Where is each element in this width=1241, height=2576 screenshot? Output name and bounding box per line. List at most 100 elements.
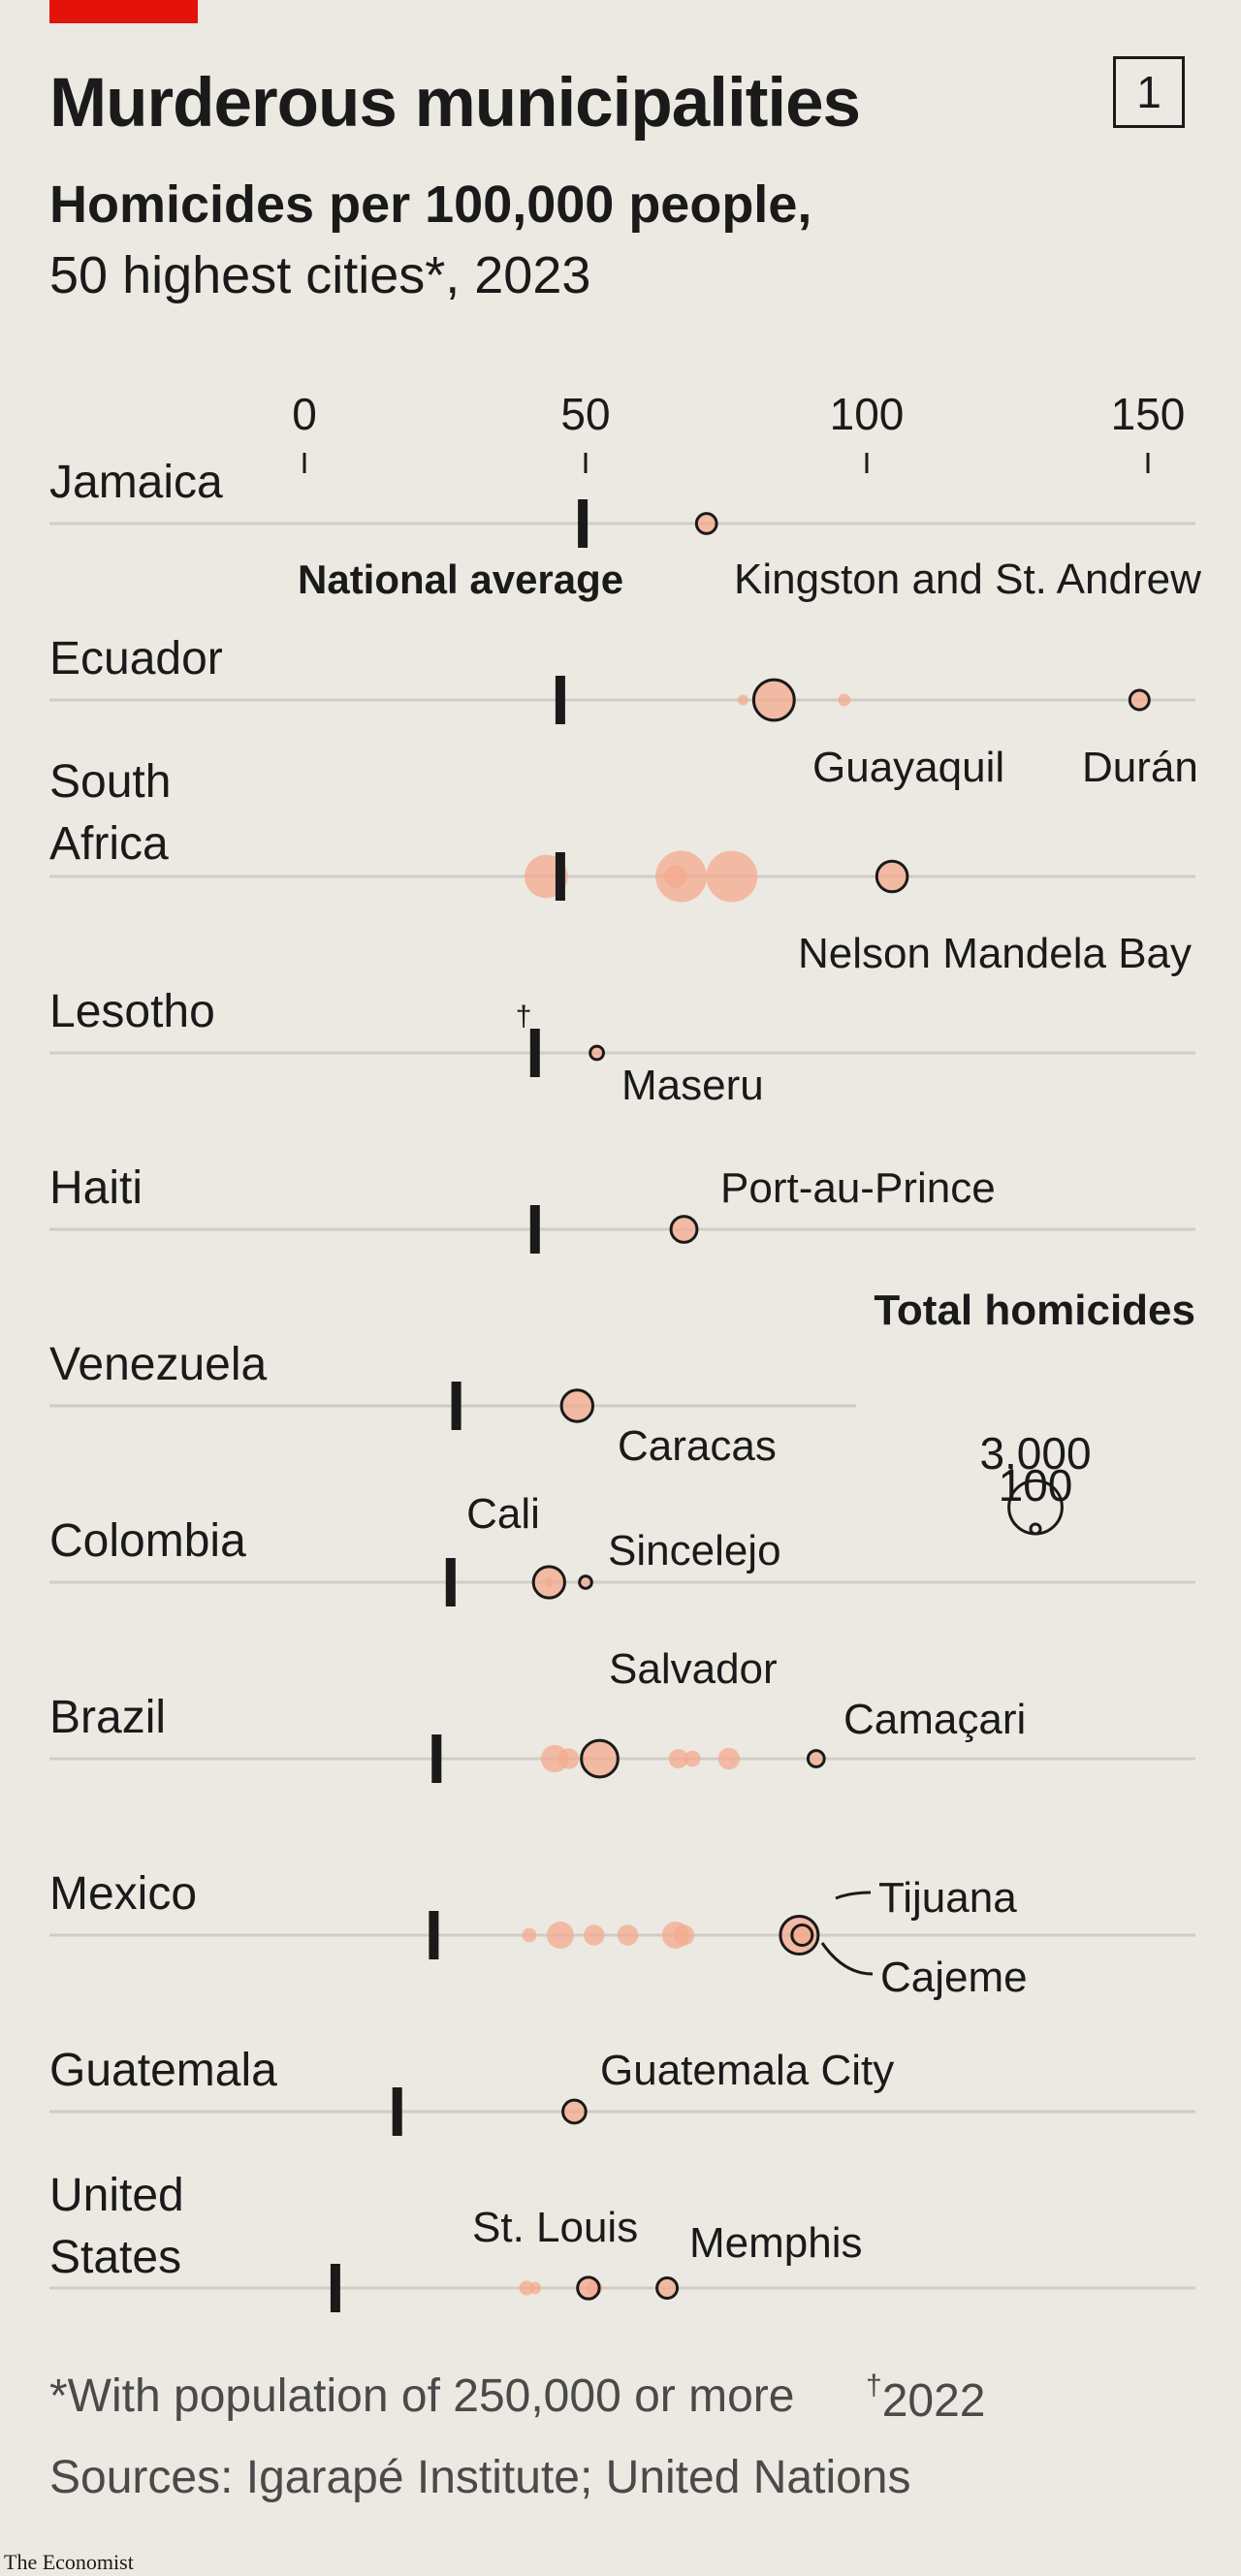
- country-label: Africa: [49, 818, 169, 870]
- city-bubble: [562, 2100, 587, 2123]
- city-bubble-outline: [875, 859, 909, 894]
- city-bubble: [876, 861, 907, 892]
- city-bubble-outline: [669, 1215, 699, 1244]
- city-bubble: [1130, 690, 1150, 710]
- city-bubble: [583, 1924, 605, 1946]
- city-bubble: [668, 1749, 688, 1768]
- city-label: Maseru: [621, 1062, 764, 1109]
- size-legend-label: 100: [999, 1460, 1073, 1511]
- city-bubble-outline: [1128, 688, 1151, 712]
- city-label: Guatemala City: [600, 2047, 894, 2094]
- city-bubble-outline: [589, 1044, 605, 1062]
- city-label: Cajeme: [880, 1954, 1028, 2001]
- city-bubble: [579, 1575, 592, 1589]
- cajeme-leader-line: [820, 1942, 874, 1976]
- brand-accent-bar: [49, 0, 198, 23]
- city-label: Camaçari: [843, 1696, 1026, 1743]
- city-label: Port-au-Prince: [720, 1164, 996, 1212]
- size-legend-title: Total homicides: [874, 1287, 1195, 1334]
- country-label: Colombia: [49, 1515, 246, 1567]
- national-average-marker: [555, 676, 565, 724]
- city-bubble-outline: [806, 1749, 826, 1768]
- chart-number-badge: 1: [1113, 56, 1185, 128]
- city-label: Nelson Mandela Bay: [798, 930, 1192, 977]
- dagger-mark: †: [866, 2369, 882, 2401]
- national-average-label: National average: [298, 557, 623, 602]
- footnote-2022-text: 2022: [881, 2375, 986, 2427]
- city-bubble: [522, 1927, 537, 1943]
- city-label: Kingston and St. Andrew: [734, 556, 1201, 603]
- x-tick-label: 150: [1111, 389, 1186, 439]
- city-label: Cali: [466, 1490, 540, 1538]
- city-label: Salvador: [609, 1645, 778, 1693]
- national-average-marker: [529, 1205, 540, 1254]
- national-average-marker: [451, 1382, 461, 1430]
- city-bubble-outline: [559, 1388, 595, 1423]
- city-bubble-outline: [561, 2098, 588, 2125]
- city-label: Tijuana: [878, 1874, 1017, 1922]
- country-label: Venezuela: [49, 1339, 268, 1390]
- city-bubble: [671, 1216, 697, 1243]
- city-bubble: [557, 1748, 580, 1769]
- x-tick-label: 0: [292, 389, 317, 439]
- x-tick-label: 50: [560, 389, 610, 439]
- country-label: Haiti: [49, 1162, 143, 1214]
- city-label: Memphis: [689, 2219, 863, 2267]
- city-bubble: [546, 1922, 574, 1949]
- city-label: Durán: [1082, 744, 1198, 791]
- city-bubble-outline: [790, 1924, 814, 1947]
- city-bubble-outline: [531, 1565, 566, 1600]
- country-label: Mexico: [49, 1868, 197, 1920]
- city-bubble: [753, 680, 795, 720]
- city-bubble-outline: [751, 678, 796, 722]
- city-bubble: [706, 850, 758, 903]
- city-bubble: [561, 1389, 593, 1422]
- city-bubble: [673, 1924, 695, 1946]
- sources-note: Sources: Igarapé Institute; United Natio…: [49, 2452, 911, 2503]
- national-average-marker: [392, 2087, 402, 2136]
- country-label: Guatemala: [49, 2045, 277, 2096]
- chart-title: Murderous municipalities: [49, 65, 861, 142]
- size-legend-label: 3,000: [979, 1428, 1091, 1479]
- national-average-marker: [555, 852, 565, 901]
- footnote-population: *With population of 250,000 or more: [49, 2370, 795, 2422]
- country-label: Lesotho: [49, 986, 215, 1037]
- national-average-marker: [529, 1029, 540, 1077]
- footnote-2022: †2022: [866, 2369, 985, 2428]
- city-bubble-outline: [580, 1738, 620, 1779]
- city-bubble-outline: [576, 2275, 601, 2301]
- city-bubble: [589, 1046, 604, 1060]
- country-label: South: [49, 756, 171, 808]
- x-tick-label: 100: [830, 389, 905, 439]
- country-label: United: [49, 2170, 184, 2221]
- city-bubble: [737, 694, 748, 706]
- city-label: Caracas: [618, 1422, 777, 1470]
- country-label: Jamaica: [49, 457, 223, 508]
- bubble-chart: 0 50 100 150 Jamaica Kingston and St. Andrew E…: [49, 389, 1201, 2312]
- size-legend-circle: [1029, 1522, 1042, 1536]
- national-average-note: †: [516, 1001, 532, 1033]
- city-bubble-outline: [578, 1574, 593, 1590]
- tijuana-leader-line: [835, 1891, 872, 1900]
- country-label: Brazil: [49, 1692, 166, 1743]
- city-bubble-outline: [694, 512, 718, 535]
- city-bubble: [838, 693, 851, 707]
- city-bubble: [791, 1924, 812, 1946]
- national-average-marker: [431, 1734, 442, 1783]
- city-bubble: [808, 1750, 825, 1767]
- country-label: Ecuador: [49, 633, 223, 684]
- national-average-marker: [445, 1558, 456, 1606]
- city-bubble: [617, 1924, 639, 1946]
- chart-subtitle: Homicides per 100,000 people,: [49, 175, 812, 234]
- city-label: Sincelejo: [608, 1527, 781, 1574]
- city-bubble: [664, 865, 687, 888]
- city-bubble-outline: [779, 1915, 820, 1956]
- city-bubble: [684, 1750, 701, 1767]
- city-bubble-outline: [655, 2276, 680, 2300]
- publisher-logo: The Economist: [4, 2550, 134, 2574]
- city-bubble: [544, 1577, 555, 1587]
- chart-subtitle-detail: 50 highest cities*, 2023: [49, 246, 591, 304]
- national-average-marker: [330, 2264, 340, 2312]
- national-average-marker: [429, 1911, 439, 1959]
- city-bubble: [528, 2281, 542, 2295]
